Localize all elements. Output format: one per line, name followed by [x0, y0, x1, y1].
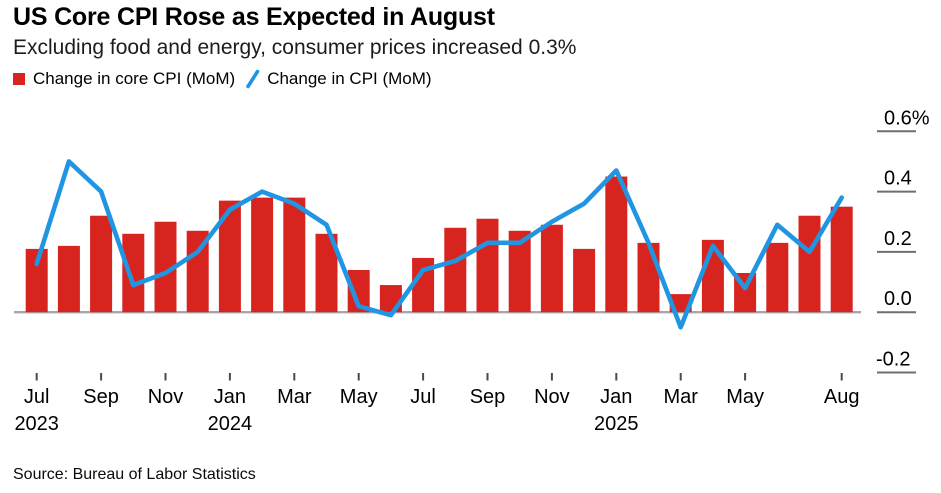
legend: Change in core CPI (MoM) Change in CPI (…	[13, 69, 432, 89]
core-cpi-bar	[444, 227, 467, 313]
y-axis-label: -0.2	[876, 349, 910, 371]
core-cpi-bar	[605, 176, 628, 313]
x-axis-month-label: Nov	[148, 386, 184, 408]
core-cpi-bar	[830, 206, 853, 313]
core-cpi-bar	[25, 248, 48, 313]
core-cpi-bar	[154, 221, 177, 313]
core-cpi-bar	[283, 197, 306, 313]
x-axis-month-label: Jul	[24, 386, 50, 408]
core-cpi-bar	[315, 233, 338, 313]
core-cpi-bar	[412, 257, 435, 313]
x-axis-month-label: Mar	[277, 386, 312, 408]
x-axis-year-label: 2023	[14, 413, 59, 435]
chart-subtitle: Excluding food and energy, consumer pric…	[13, 36, 577, 59]
x-axis-month-label: Mar	[663, 386, 698, 408]
slash-stroke	[246, 69, 260, 89]
x-axis-year-label: 2024	[208, 413, 253, 435]
y-axis-label: 0.0	[884, 288, 912, 310]
x-axis-month-label: Sep	[83, 386, 119, 408]
core-cpi-bar	[186, 230, 209, 313]
x-axis-month-label: Sep	[470, 386, 506, 408]
y-axis-label: 0.6%	[884, 107, 930, 129]
core-cpi-bar	[766, 242, 789, 313]
x-axis-month-label: Aug	[824, 386, 860, 408]
legend-cpi-label: Change in CPI (MoM)	[267, 69, 432, 88]
x-axis-month-label: Jul	[410, 386, 436, 408]
chart-title: US Core CPI Rose as Expected in August	[13, 3, 495, 31]
core-cpi-bar	[251, 197, 274, 313]
core-cpi-bar	[540, 224, 563, 313]
core-cpi-bar	[57, 245, 80, 313]
core-cpi-bar	[798, 215, 821, 313]
x-axis-month-label: May	[340, 386, 378, 408]
core-cpi-bar	[218, 200, 241, 313]
core-cpi-bar	[637, 242, 660, 313]
core-cpi-bar	[90, 215, 113, 313]
x-axis-month-label: Nov	[534, 386, 570, 408]
x-axis-year-label: 2025	[594, 413, 639, 435]
source-note: Source: Bureau of Labor Statistics	[13, 466, 256, 483]
x-axis-month-label: Jan	[600, 386, 632, 408]
core-cpi-bar	[347, 269, 370, 313]
x-axis-month-label: Jan	[214, 386, 246, 408]
core-cpi-bar	[573, 248, 596, 313]
core-cpi-bar	[476, 218, 499, 313]
core-cpi-bar	[122, 233, 145, 313]
cpi-line	[34, 159, 845, 330]
y-axis-label: 0.4	[884, 168, 912, 190]
x-axis-month-label: May	[726, 386, 764, 408]
legend-core-cpi-label: Change in core CPI (MoM)	[33, 69, 236, 88]
core-cpi-bar	[508, 230, 531, 313]
core-cpi-bar-swatch-icon	[13, 73, 25, 85]
y-axis-label: 0.2	[884, 228, 912, 250]
cpi-line-slash-icon	[246, 69, 260, 89]
